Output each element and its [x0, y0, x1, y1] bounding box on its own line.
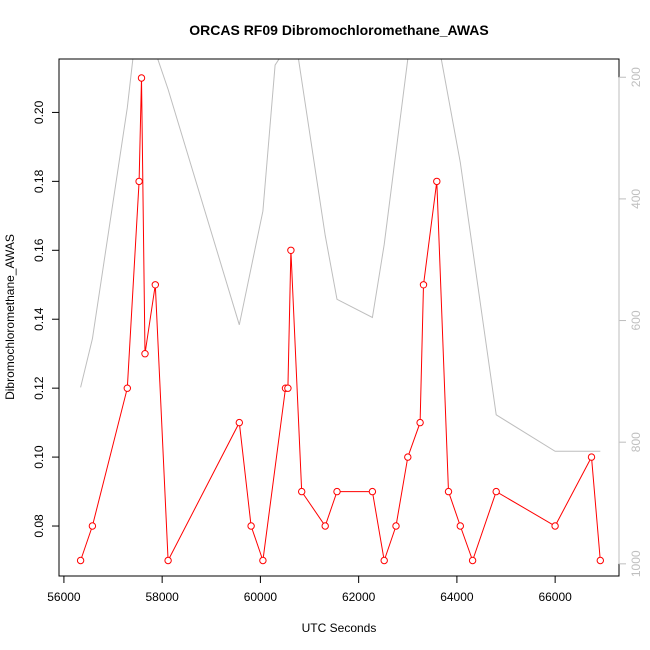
y-axis-left: 0.08 0.10 0.12 0.14 0.16 0.18 0.20: [32, 100, 60, 538]
data-point: [287, 246, 295, 255]
y2-tick-label: 800: [629, 432, 643, 452]
data-point: [587, 453, 596, 461]
data-point: [404, 453, 412, 461]
y-tick-label: 0.14: [32, 307, 46, 331]
data-point: [298, 487, 306, 496]
y-tick-label: 0.18: [32, 169, 46, 193]
data-point: [137, 74, 146, 82]
data-point: [433, 177, 441, 186]
y2-tick-label: 400: [629, 189, 643, 209]
y-tick-label: 0.08: [32, 514, 46, 538]
series-line-right-axis: [80, 59, 601, 452]
data-point: [456, 522, 464, 530]
data-point: [596, 556, 604, 565]
x-axis: 56000 58000 60000 62000 64000 66000: [47, 575, 572, 604]
y2-tick-label: 200: [629, 67, 643, 87]
y2-tick-label: 600: [629, 310, 643, 330]
x-axis-label: UTC Seconds: [302, 621, 377, 635]
data-point: [135, 177, 143, 186]
data-point: [392, 522, 400, 530]
x-tick-label: 64000: [440, 590, 474, 604]
chart-title: ORCAS RF09 Dibromochloromethane_AWAS: [189, 22, 489, 38]
data-point: [123, 384, 132, 392]
data-point: [151, 281, 160, 289]
data-point: [235, 418, 244, 427]
data-point: [380, 556, 388, 565]
data-point: [419, 281, 428, 289]
y-tick-label: 0.12: [32, 376, 46, 400]
data-point: [416, 418, 424, 427]
data-point: [247, 522, 255, 530]
data-point: [321, 522, 329, 530]
x-tick-label: 56000: [47, 590, 81, 604]
data-point: [468, 556, 477, 565]
y2-tick-label: 1000: [629, 550, 643, 577]
data-point: [88, 522, 97, 530]
x-tick-label: 58000: [145, 590, 179, 604]
y-tick-label: 0.20: [32, 100, 46, 124]
data-point: [284, 384, 292, 392]
data-point: [333, 487, 341, 496]
data-point: [444, 487, 453, 496]
y-axis-right: 200 400 600 800 1000: [618, 67, 643, 577]
plot-frame: [58, 58, 620, 577]
y-tick-label: 0.16: [32, 238, 46, 262]
data-point: [492, 487, 500, 496]
data-point: [76, 556, 85, 565]
y-axis-label: Dibromochloromethane_AWAS: [3, 234, 17, 400]
data-point: [551, 522, 559, 530]
y-tick-label: 0.10: [32, 445, 46, 469]
data-point: [368, 487, 377, 496]
data-point: [164, 556, 172, 565]
x-tick-label: 66000: [538, 590, 572, 604]
data-point: [141, 350, 149, 358]
x-tick-label: 62000: [342, 590, 376, 604]
x-tick-label: 60000: [244, 590, 278, 604]
series-line: [80, 77, 601, 563]
data-point: [259, 556, 267, 565]
